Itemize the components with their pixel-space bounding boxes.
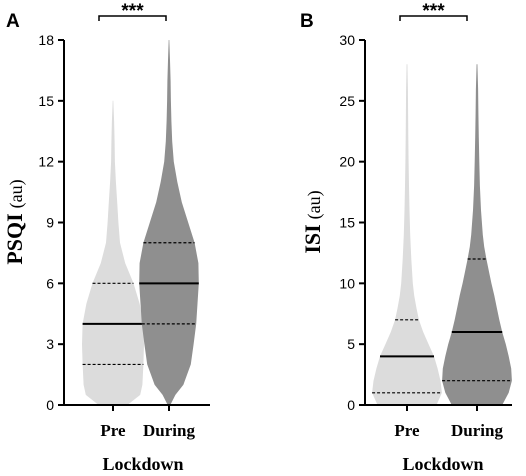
panel-b-violin-during <box>442 64 512 406</box>
panel-b-x-axis-label: Lockdown <box>402 454 483 474</box>
panel-a-letter: A <box>6 11 20 32</box>
panel-b-significance-stars: *** <box>422 1 445 22</box>
panel-b-y-axis-unit: (au) <box>304 190 325 219</box>
panel-a-category-pre: Pre <box>100 421 126 440</box>
panel-b-category-pre: Pre <box>394 421 420 440</box>
panel-b-violins <box>372 64 512 406</box>
panel-a-bracket-line <box>98 15 167 21</box>
panel-a-y-axis-title: PSQI (au) <box>2 179 27 264</box>
panel-b-y-tick-label: 15 <box>339 215 355 231</box>
panel-a-y-tick-label: 9 <box>46 215 54 231</box>
panel-b-y-tick-label: 10 <box>339 275 355 291</box>
panel-b-bracket-line <box>399 15 468 21</box>
panel-a-violin-pre <box>82 100 144 406</box>
panel-a-category-during: During <box>143 421 195 440</box>
panel-a-x-axis-label: Lockdown <box>102 454 183 474</box>
panel-a-y-tick-label: 6 <box>46 275 54 291</box>
panel-b-significance-bracket: *** <box>399 1 468 22</box>
panel-b-letter: B <box>300 11 314 32</box>
panel-b-violin-pre <box>372 64 442 406</box>
panel-b-y-tick-label: 25 <box>339 93 355 109</box>
panel-a-y-tick-label: 12 <box>38 154 54 170</box>
panel-a-y-tick-label: 3 <box>46 336 54 352</box>
panel-a-y-axis-unit: (au) <box>6 179 27 208</box>
panel-a-y-tick-label: 18 <box>38 32 54 48</box>
panel-b-x-ticks <box>406 405 478 411</box>
panel-b-y-ticks: 0 5 10 15 20 25 30 <box>339 32 365 413</box>
panel-a-x-ticks <box>112 405 170 411</box>
panel-b-y-axis-label: ISI <box>300 224 325 253</box>
panel-a-y-tick-label: 15 <box>38 93 54 109</box>
panel-b-y-tick-label: 5 <box>347 336 355 352</box>
panel-a-y-axis-label: PSQI <box>2 213 27 264</box>
panel-b-y-tick-label: 20 <box>339 154 355 170</box>
panel-a-significance-stars: *** <box>121 1 144 22</box>
panel-b: B *** 0 5 10 15 20 25 30 Pre During Lockdown I… <box>300 1 512 474</box>
panel-a-violin-during <box>139 40 199 405</box>
panel-a-significance-bracket: *** <box>98 1 167 22</box>
panel-b-y-axis-title: ISI (au) <box>300 190 325 253</box>
panel-a-y-tick-label: 0 <box>46 397 54 413</box>
panel-a-y-ticks: 0 3 6 9 12 15 18 <box>38 32 64 413</box>
panel-b-category-during: During <box>451 421 503 440</box>
panel-b-y-tick-label: 30 <box>339 32 355 48</box>
panel-a: A *** 0 3 6 9 12 15 18 Pre During Lockdown PSQ… <box>2 1 210 474</box>
panel-a-violins <box>82 40 199 406</box>
panel-b-y-tick-label: 0 <box>347 397 355 413</box>
